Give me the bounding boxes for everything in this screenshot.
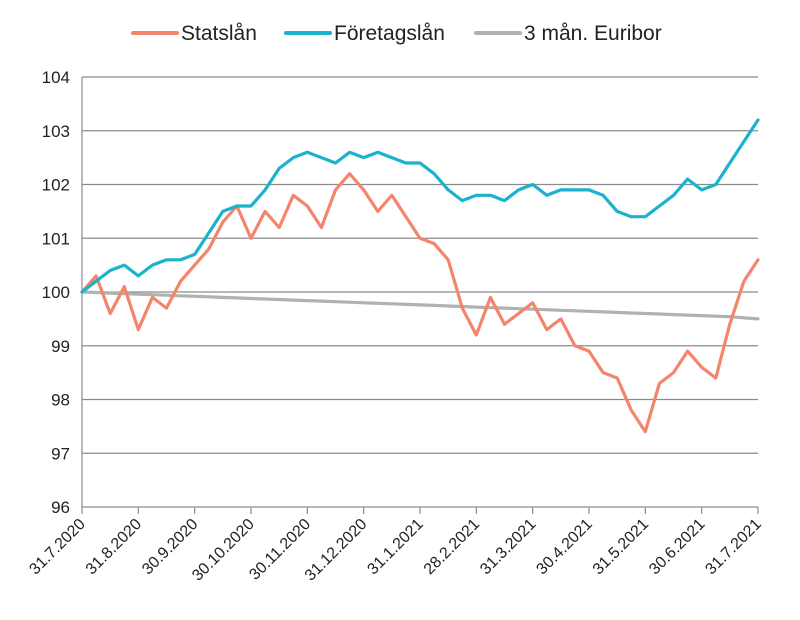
x-tick-label: 30.4.2021 xyxy=(533,516,595,578)
y-tick-label: 99 xyxy=(51,337,70,356)
x-tick-label: 28.2.2021 xyxy=(421,516,483,578)
legend: Statslån Företagslån 3 mån. Euribor xyxy=(131,22,662,45)
x-tick-label: 31.3.2021 xyxy=(477,516,539,578)
y-tick-label: 97 xyxy=(51,444,70,463)
series-line-2 xyxy=(80,290,760,321)
series-line-0 xyxy=(80,172,760,434)
series-line-1 xyxy=(80,118,760,294)
y-tick-label: 98 xyxy=(51,391,70,410)
legend-label: Statslån xyxy=(181,22,257,45)
legend-label: Företagslån xyxy=(334,22,445,45)
y-tick-labels: 96 97 98 99 100 101 102 103 104 xyxy=(42,68,70,517)
x-tick-label: 31.8.2020 xyxy=(83,516,145,578)
x-tick-label: 31.7.2020 xyxy=(26,516,88,578)
x-tick-label: 31.5.2021 xyxy=(590,516,652,578)
x-tick-label: 31.1.2021 xyxy=(364,516,426,578)
y-tick-label: 96 xyxy=(51,498,70,517)
y-tick-label: 102 xyxy=(42,176,70,195)
y-tick-label: 104 xyxy=(42,68,70,87)
y-tick-label: 103 xyxy=(42,122,70,141)
y-tick-label: 101 xyxy=(42,229,70,248)
x-tick-label: 31.7.2021 xyxy=(702,516,764,578)
legend-label: 3 mån. Euribor xyxy=(524,22,662,45)
x-tick-labels: 31.7.202031.8.202030.9.202030.10.202030.… xyxy=(26,516,764,585)
x-tick-label: 30.6.2021 xyxy=(646,516,708,578)
y-tick-label: 100 xyxy=(42,283,70,302)
series-lines xyxy=(80,118,760,434)
grid-lines xyxy=(82,76,758,454)
